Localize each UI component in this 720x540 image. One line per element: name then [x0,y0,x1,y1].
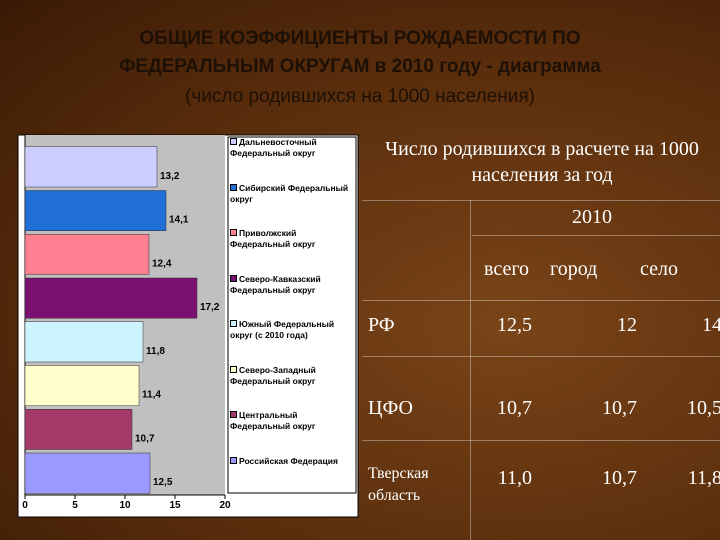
legend-label: Приволжский Федеральный округ [230,228,316,249]
table-cell: 10,5 [687,397,720,419]
row-label: ЦФО [368,397,413,419]
bar [24,146,158,188]
x-tick-label: 15 [169,500,181,511]
legend-label: Южный Федеральный округ (с 2010 года) [230,319,335,340]
legend-label: Центральный Федеральный округ [230,410,316,431]
value-label: 14,1 [169,215,189,226]
value-label: 13,2 [160,171,180,182]
legend-label: Сибирский Федеральный округ [230,182,349,204]
legend-item: Северо-Западный Федеральный округ [230,365,356,387]
x-tick-label: 20 [219,500,231,511]
column-header: всего [484,258,530,280]
table-cell: 12 [617,314,637,336]
table-border [362,300,720,301]
bar [24,277,198,319]
value-label: 17,2 [200,302,220,313]
value-label: 12,4 [152,258,172,269]
legend-swatch [230,365,237,373]
column-header: город [550,258,598,280]
legend-item: Южный Федеральный округ (с 2010 года) [230,319,356,341]
title-line: ОБЩИЕ КОЭФФИЦИЕНТЫ РОЖДАЕМОСТИ ПО [139,28,581,49]
legend-item: Приволжский Федеральный округ [230,228,356,250]
legend-box [227,136,357,494]
table-border [470,200,471,540]
x-tick-label: 5 [72,500,78,511]
legend-item: Сибирский Федеральный округ [230,183,356,205]
legend-label: Российская Федерация [239,455,338,466]
table: Число родившихся в расчете на 1000 насел… [362,122,720,540]
legend-item: Российская Федерация [230,456,356,467]
table-cell: 10,7 [602,397,637,419]
legend-label: Северо-Кавказский Федеральный округ [230,273,321,295]
legend-label: Северо-Западный Федеральный округ [230,364,316,386]
bar [24,365,140,406]
legend-item: Северо-Кавказский Федеральный округ [230,274,356,296]
legend-label: Дальневосточный Федеральный округ [230,137,317,158]
table-border [362,440,720,441]
x-tick-label: 10 [119,500,131,511]
table-year: 2010 [572,206,612,228]
value-label: 11,4 [142,390,161,401]
table-cell: 12,5 [497,314,532,336]
row-label: РФ [368,314,395,336]
table-header: Число родившихся в расчете на 1000 насел… [385,138,699,186]
title-line: ФЕДЕРАЛЬНЫМ ОКРУГАМ в 2010 году - диагра… [119,56,601,77]
legend-swatch [230,229,237,236]
bar [24,190,167,231]
x-tick-label: 0 [22,500,28,511]
bar [24,234,150,275]
row-label: Тверская область [368,465,429,504]
legend-swatch [230,183,237,191]
value-label: 11,8 [146,346,165,357]
bar [24,409,133,450]
legend-swatch [230,274,237,282]
legend-swatch [230,138,237,145]
table-border [472,235,720,236]
bar [24,321,144,363]
legend-swatch [230,320,237,327]
table-cell: 10,7 [497,397,532,419]
table-cell: 14 [702,314,720,336]
value-label: 10,7 [135,433,155,444]
column-header: село [640,258,678,280]
value-label: 12,5 [153,477,173,488]
legend-item: Центральный Федеральный округ [230,410,356,432]
bar [24,452,151,494]
table-cell: 11,0 [497,467,532,489]
title-line: (число родившихся на 1000 населения) [185,86,535,107]
legend-swatch [230,456,237,464]
table-border [362,356,720,357]
table-cell: 10,7 [602,467,637,489]
legend-item: Дальневосточный Федеральный округ [230,137,356,159]
table-cell: 11,8 [687,467,720,489]
legend-swatch [230,411,237,418]
table-border [362,200,720,201]
